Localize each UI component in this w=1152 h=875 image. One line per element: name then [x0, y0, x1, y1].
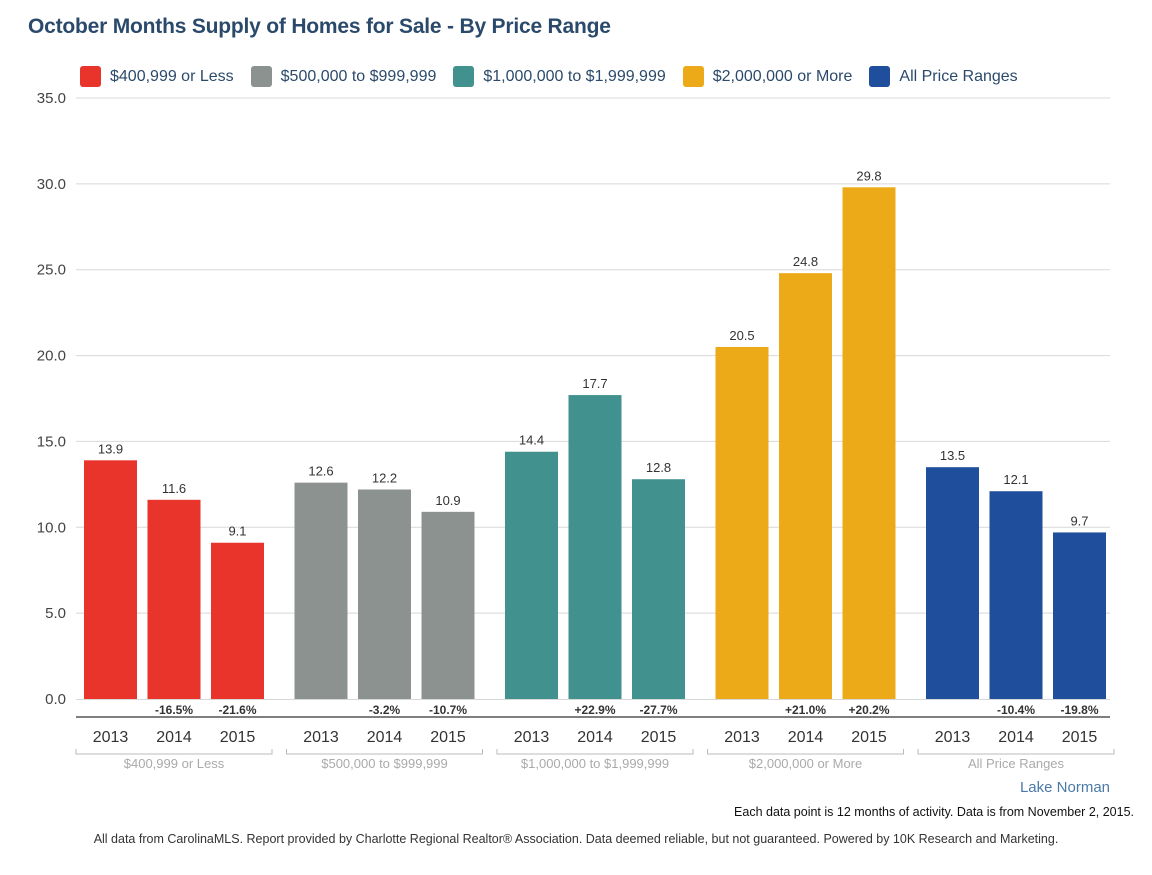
- bar-value-label: 13.9: [98, 441, 123, 456]
- x-tick-label: 2014: [367, 729, 403, 746]
- legend-item: $500,000 to $999,999: [250, 66, 437, 87]
- bar-value-label: 17.7: [582, 376, 607, 391]
- x-tick-label: 2015: [851, 729, 887, 746]
- bar-value-label: 14.4: [519, 433, 544, 448]
- legend-swatch: [682, 66, 704, 87]
- bar-value-label: 20.5: [729, 328, 754, 343]
- bar-value-label: 11.6: [162, 481, 186, 496]
- footer-disclaimer: All data from CarolinaMLS. Report provid…: [93, 832, 1059, 846]
- y-tick-label: 10.0: [37, 519, 66, 536]
- y-tick-label: 5.0: [45, 605, 66, 622]
- x-tick-label: 2013: [303, 729, 339, 746]
- legend-item: $2,000,000 or More: [682, 66, 853, 87]
- group-bracket: [286, 749, 483, 755]
- bar-value-label: 12.6: [308, 464, 333, 479]
- data-note: Each data point is 12 months of activity…: [734, 805, 1134, 819]
- x-tick-label: 2015: [641, 729, 677, 746]
- group-label: $2,000,000 or More: [749, 756, 862, 771]
- percent-change-label: -3.2%: [369, 703, 401, 717]
- x-tick-label: 2014: [577, 729, 613, 746]
- bar-value-label: 24.8: [793, 254, 818, 269]
- percent-change-label: -19.8%: [1060, 703, 1098, 717]
- bar-value-label: 9.1: [228, 524, 246, 539]
- y-tick-label: 30.0: [37, 176, 66, 193]
- y-tick-label: 25.0: [37, 262, 66, 279]
- bar: [505, 451, 558, 699]
- group-bracket: [75, 749, 273, 755]
- legend-label: $400,999 or Less: [110, 67, 234, 85]
- bar: [779, 273, 832, 699]
- legend: $400,999 or Less $500,000 to $999,999 $1,0…: [80, 66, 1035, 87]
- x-tick-label: 2015: [430, 729, 466, 746]
- percent-change-label: -27.7%: [639, 703, 677, 717]
- legend-item: All Price Ranges: [869, 66, 1018, 87]
- legend-item: $1,000,000 to $1,999,999: [453, 66, 666, 87]
- percent-change-label: -10.7%: [429, 703, 467, 717]
- legend-swatch: [869, 66, 891, 87]
- x-tick-label: 2013: [935, 729, 971, 746]
- percent-change-label: -10.4%: [997, 703, 1035, 717]
- bar-value-label: 10.9: [435, 493, 460, 508]
- group-label: $500,000 to $999,999: [321, 756, 448, 771]
- x-tick-label: 2014: [788, 729, 824, 746]
- x-tick-label: 2014: [998, 729, 1034, 746]
- percent-change-label: +22.9%: [574, 703, 615, 717]
- x-tick-label: 2013: [724, 729, 760, 746]
- x-tick-label: 2014: [156, 729, 192, 746]
- legend-swatch: [453, 66, 475, 87]
- legend-label: All Price Ranges: [899, 67, 1018, 85]
- bar: [989, 491, 1043, 699]
- bar: [632, 479, 685, 699]
- percent-change-label: -21.6%: [218, 703, 256, 717]
- bar: [842, 187, 896, 699]
- bar: [358, 489, 411, 699]
- x-tick-label: 2015: [1062, 729, 1098, 746]
- y-tick-label: 15.0: [37, 433, 66, 450]
- x-tick-label: 2015: [220, 729, 256, 746]
- bar: [568, 395, 622, 699]
- percent-change-label: +21.0%: [785, 703, 826, 717]
- percent-change-label: -16.5%: [155, 703, 193, 717]
- group-bracket: [917, 749, 1115, 755]
- bar-value-label: 13.5: [940, 448, 965, 463]
- bar-value-label: 12.8: [646, 460, 671, 475]
- chart-title: October Months Supply of Homes for Sale …: [28, 15, 611, 38]
- bar: [421, 511, 475, 699]
- legend-item: $400,999 or Less: [80, 66, 234, 87]
- legend-label: $2,000,000 or More: [712, 67, 853, 85]
- group-label: $1,000,000 to $1,999,999: [521, 756, 669, 771]
- group-bracket: [496, 749, 694, 755]
- legend-label: $500,000 to $999,999: [280, 67, 437, 85]
- bar: [84, 460, 137, 699]
- legend-swatch: [80, 66, 101, 87]
- bar: [294, 482, 348, 699]
- bar-value-label: 9.7: [1070, 513, 1088, 528]
- percent-change-label: +20.2%: [848, 703, 889, 717]
- bar: [926, 467, 979, 699]
- bar-value-label: 29.8: [856, 168, 881, 183]
- y-tick-label: 0.0: [45, 691, 66, 708]
- region-label: Lake Norman: [1019, 779, 1110, 796]
- y-tick-label: 20.0: [37, 348, 66, 365]
- bar: [211, 542, 264, 699]
- bar: [147, 499, 201, 699]
- bar-value-label: 12.1: [1003, 472, 1028, 487]
- group-label: All Price Ranges: [968, 756, 1065, 771]
- group-label: $400,999 or Less: [124, 756, 225, 771]
- bar: [1053, 532, 1106, 699]
- y-tick-label: 35.0: [37, 90, 66, 107]
- x-tick-label: 2013: [93, 729, 129, 746]
- legend-label: $1,000,000 to $1,999,999: [483, 67, 666, 85]
- x-tick-label: 2013: [514, 729, 550, 746]
- group-bracket: [707, 749, 904, 755]
- legend-swatch: [250, 66, 272, 87]
- bar: [715, 346, 769, 699]
- bar-value-label: 12.2: [372, 471, 397, 486]
